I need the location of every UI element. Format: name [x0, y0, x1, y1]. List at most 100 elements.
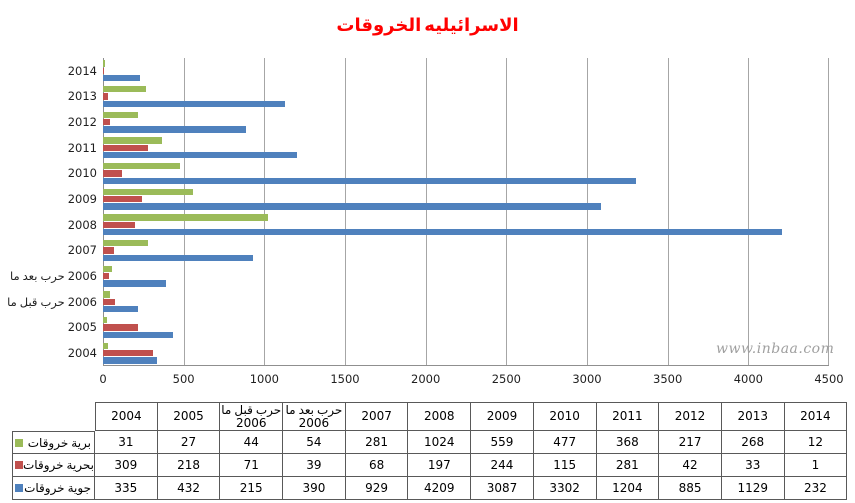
y-axis-label: 2008: [0, 212, 97, 238]
table-header-cell: 2012: [659, 402, 722, 431]
table-header-cell: 2008: [408, 402, 472, 431]
y-axis-label: 2005: [0, 315, 97, 341]
text-token: 2004: [111, 409, 142, 423]
table-value-cell: 390: [283, 477, 346, 500]
text-token: 2008: [67, 217, 97, 232]
bar: [103, 75, 141, 82]
gridline: [183, 58, 185, 365]
gridline: [587, 58, 588, 365]
series-label: خروقات جوية: [24, 481, 91, 495]
table-value-cell: 281: [596, 454, 660, 477]
text-token: 2006: [235, 415, 267, 430]
bar: [103, 291, 111, 298]
table-header-cell: 2010: [533, 402, 597, 431]
table-value-cell: 217: [659, 431, 722, 454]
table-value-cell: 232: [784, 477, 848, 500]
table-value-cell: 27: [157, 431, 221, 454]
text-token: 2014: [800, 409, 831, 423]
bar-group-2011: [103, 135, 829, 161]
y-axis-label: 2012: [0, 109, 97, 135]
table-value-cell: 218: [157, 454, 221, 477]
bar: [103, 280, 166, 287]
text-token: 2007: [361, 409, 392, 423]
text-token: الاسرائيليه: [424, 15, 519, 36]
text-token: ما: [285, 402, 296, 417]
x-axis-labels: 0 500 1000 1500 2000 2500 3000 3500 4000 4500: [99, 372, 843, 388]
table-value-cell: 335: [95, 477, 158, 500]
table-header-cell: ما قبل حرب 2006: [220, 402, 284, 431]
text-token: بحرية: [66, 458, 95, 472]
bar-group-2005: [103, 315, 829, 341]
table-value-cell: 281: [345, 431, 409, 454]
gridline: [345, 58, 346, 365]
series-label-cell: خروقات برية: [12, 431, 95, 454]
bar: [103, 342, 108, 349]
table-header-cell: 2009: [471, 402, 534, 431]
table-header-cell: 2014: [784, 402, 848, 431]
text-token: 2013: [67, 89, 97, 104]
x-axis-label: 3000: [572, 372, 602, 386]
x-axis-label: 4500: [814, 372, 844, 386]
x-axis-label: 4000: [733, 372, 763, 386]
table-value-cell: 1: [784, 454, 848, 477]
text-token: خروقات: [27, 435, 69, 450]
table-value-cell: 71: [220, 454, 284, 477]
y-axis-labels: 2014 2013 2012 2011 2010 2009 2008 2007 ما بعد حرب…: [0, 58, 97, 366]
table-value-cell: 42: [659, 454, 722, 477]
table-header-cell: ما بعد حرب 2006: [283, 402, 346, 431]
bar: [103, 298, 115, 306]
text-token: حرب: [40, 269, 65, 284]
text-token: 2006: [67, 269, 97, 284]
table-value-cell: 4209: [408, 477, 472, 500]
text-token: 2012: [67, 115, 97, 130]
series-label-cell: خروقات جوية: [12, 477, 95, 500]
y-axis-label: 2010: [0, 161, 97, 187]
bar: [103, 100, 286, 108]
bar: [103, 126, 246, 133]
bar-group-ما بعد حرب 2006: [103, 263, 829, 289]
text-token: حرب: [40, 294, 65, 309]
bar: [103, 137, 163, 144]
legend-swatch: [15, 438, 23, 447]
bar: [103, 177, 636, 185]
bar-group-2013: [103, 84, 829, 110]
text-token: 2005: [173, 409, 204, 423]
chart-title: الخروقات الاسرائيليه: [0, 15, 855, 36]
table-value-cell: 33: [721, 454, 785, 477]
gridline: [828, 58, 829, 365]
table-header-cell: 2004: [95, 402, 158, 431]
text-token: خروقات: [24, 481, 65, 495]
table-value-cell: 215: [220, 477, 284, 500]
table-value-cell: 885: [659, 477, 722, 500]
table-corner-cell: [12, 402, 95, 431]
y-axis-label: ما بعد حرب 2006: [0, 263, 97, 289]
x-axis-label: 2500: [491, 372, 521, 386]
bar: [103, 118, 110, 126]
bar: [103, 111, 138, 118]
gridline: [264, 58, 266, 365]
text-token: 2006: [298, 415, 330, 430]
plot-area: [103, 58, 829, 366]
bar: [103, 272, 110, 280]
text-token: 2004: [67, 346, 97, 361]
x-axis-label: 3500: [653, 372, 683, 386]
bar-group-2012: [103, 109, 829, 135]
table-value-cell: 115: [533, 454, 597, 477]
table-value-cell: 1024: [408, 431, 472, 454]
watermark: www.inbaa.com: [716, 341, 835, 357]
legend-swatch: [15, 484, 23, 492]
bar: [103, 265, 112, 272]
x-axis-label: 1000: [249, 372, 279, 386]
bar: [103, 188, 194, 195]
bar-group-ما قبل حرب 2006: [103, 289, 829, 315]
bar: [103, 60, 105, 67]
bar: [103, 331, 173, 339]
text-token: 2012: [674, 409, 706, 423]
text-token: ما: [7, 294, 17, 309]
text-token: 2006: [67, 294, 97, 309]
table-header-cell: 2013: [721, 402, 785, 431]
table-value-cell: 3087: [471, 477, 534, 500]
y-axis-label: 2009: [0, 186, 97, 212]
series-label: خروقات برية: [28, 436, 91, 450]
series-label-cell: خروقات بحرية: [12, 454, 95, 477]
